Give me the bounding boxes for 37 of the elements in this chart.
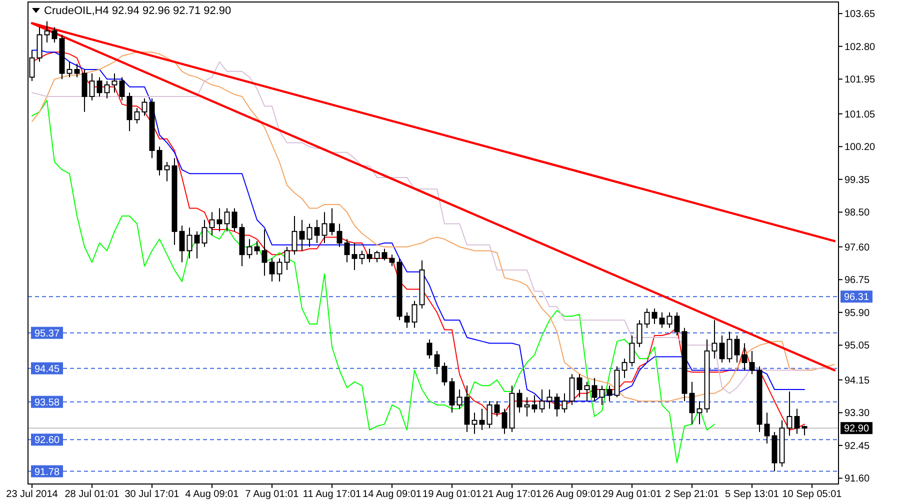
x-tick-label: 2 Sep 21:01 <box>665 489 720 500</box>
ref-line-label: 94.45 <box>34 364 60 375</box>
y-tick-label: 99.35 <box>844 174 870 186</box>
y-tick-label: 101.05 <box>844 109 876 120</box>
x-tick-label: 10 Sep 05:01 <box>782 489 842 500</box>
y-tick-label: 100.20 <box>844 142 876 154</box>
ref-line-label: 93.58 <box>34 397 60 408</box>
x-tick-label: 29 Aug 01:01 <box>602 489 662 500</box>
x-tick-label: 21 Aug 17:01 <box>482 489 542 500</box>
y-tick-label: 103.65 <box>844 9 876 20</box>
y-tick-label: 91.60 <box>844 474 870 485</box>
x-tick-label: 11 Aug 17:01 <box>302 489 362 500</box>
ref-line-label: 96.31 <box>844 292 870 304</box>
x-tick-label: 4 Aug 09:01 <box>185 489 240 500</box>
x-tick-label: 14 Aug 09:01 <box>362 489 422 500</box>
y-tick-label: 92.45 <box>844 440 870 452</box>
y-tick-label: 96.75 <box>844 275 870 286</box>
x-tick-label: 26 Aug 09:01 <box>542 489 602 500</box>
y-tick-label: 101.95 <box>844 74 876 86</box>
x-tick-label: 7 Aug 01:01 <box>245 489 300 500</box>
y-tick-label: 97.60 <box>844 242 870 254</box>
ref-line-label: 95.37 <box>34 328 60 340</box>
chart-title: CrudeOIL,H4 92.94 92.96 92.71 92.90 <box>44 5 232 17</box>
x-tick-label: 19 Aug 01:01 <box>422 489 482 500</box>
x-tick-label: 28 Jul 01:01 <box>64 489 120 500</box>
y-tick-label: 102.80 <box>844 42 876 53</box>
ref-line-label: 91.78 <box>34 466 60 478</box>
x-tick-label: 23 Jul 2014 <box>6 489 58 500</box>
x-tick-label: 30 Jul 17:01 <box>124 489 180 500</box>
ref-line-label: 92.60 <box>34 435 60 446</box>
y-tick-label: 98.50 <box>844 208 870 219</box>
ref-line-label: 92.90 <box>844 424 870 435</box>
y-tick-label: 95.05 <box>844 340 870 352</box>
y-tick-label: 94.15 <box>844 375 870 386</box>
y-tick-label: 95.90 <box>844 308 870 319</box>
x-tick-label: 5 Sep 13:01 <box>725 489 780 500</box>
y-tick-label: 93.30 <box>844 408 870 420</box>
